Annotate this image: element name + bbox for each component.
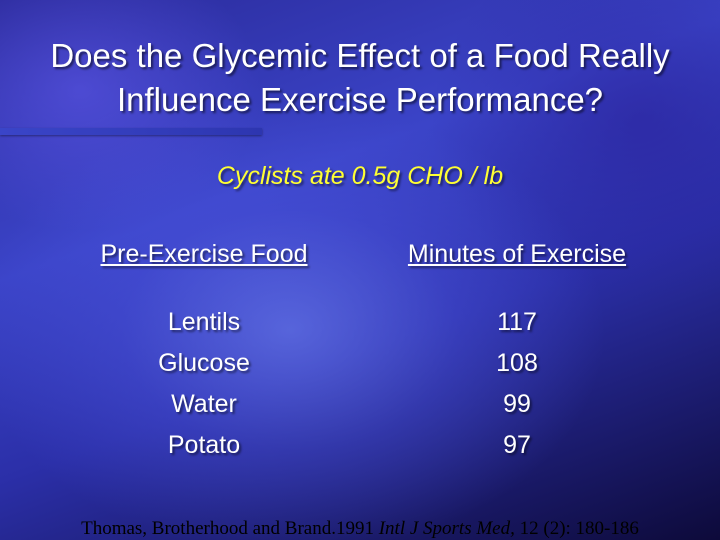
- header-pre-exercise-food: Pre-Exercise Food: [100, 240, 308, 268]
- food-cell: Water: [171, 390, 237, 418]
- food-cell: Potato: [167, 431, 241, 459]
- minutes-cell: 117: [497, 308, 537, 336]
- minutes-column: 117 108 99 97: [454, 302, 580, 466]
- food-column: Lentils Glucose Water Potato: [100, 302, 308, 466]
- citation-authors: Thomas, Brotherhood and Brand.1991: [81, 518, 374, 539]
- food-cell: Lentils: [167, 308, 241, 336]
- food-cell: Glucose: [158, 349, 250, 377]
- minutes-cell: 108: [496, 349, 538, 377]
- citation-journal: Intl J Sports Med,: [378, 518, 515, 539]
- title-line-2: Influence Exercise Performance?: [116, 81, 604, 118]
- header-minutes-of-exercise: Minutes of Exercise: [407, 240, 627, 268]
- citation-details: 12 (2): 180-186: [519, 518, 639, 539]
- citation: Thomas, Brotherhood and Brand.1991 Intl …: [0, 518, 720, 540]
- slide-title: Does the Glycemic Effect of a Food Reall…: [0, 34, 720, 122]
- minutes-cell: 99: [503, 390, 531, 418]
- minutes-cell: 97: [503, 431, 531, 459]
- slide-subtitle: Cyclists ate 0.5g CHO / lb: [216, 162, 504, 190]
- title-line-1: Does the Glycemic Effect of a Food Reall…: [50, 37, 670, 74]
- title-divider: [0, 128, 262, 135]
